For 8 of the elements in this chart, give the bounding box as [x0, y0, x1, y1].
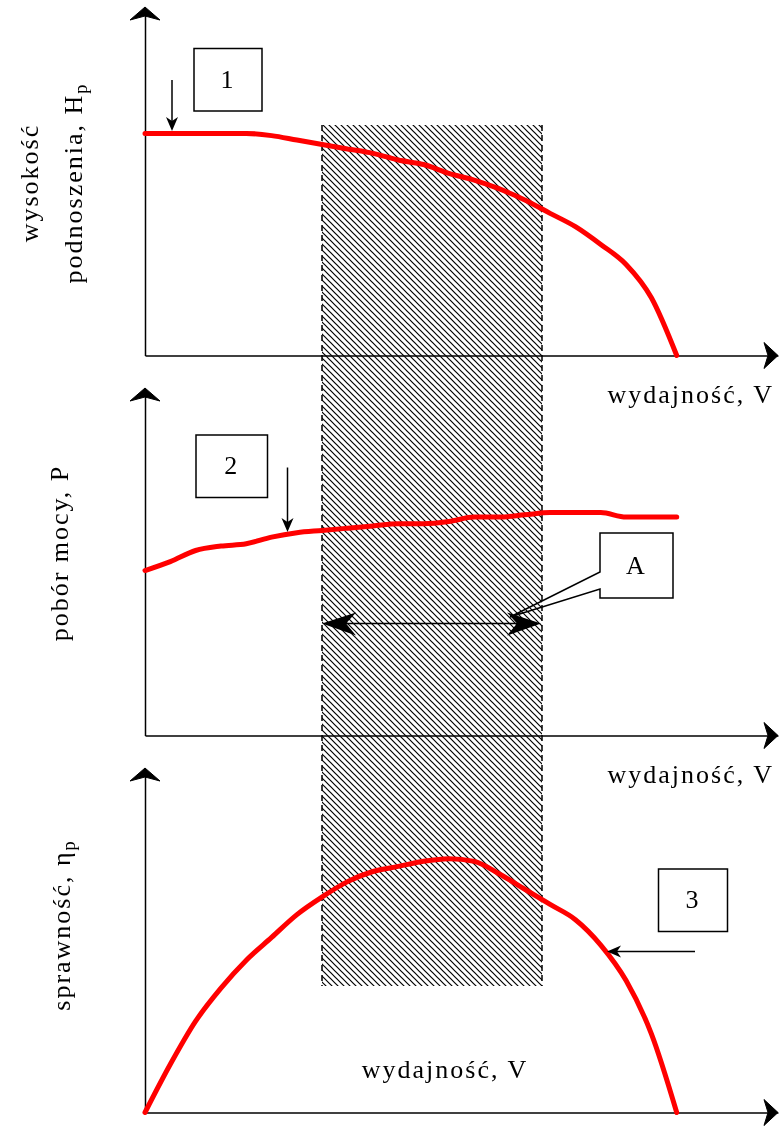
- x-axis-title: wydajność, V: [361, 1055, 529, 1084]
- text: 1: [220, 64, 236, 94]
- y-axis-title: pobór mocy, P: [44, 463, 75, 644]
- annotation: A: [626, 550, 647, 580]
- x-axis-title: wydajność, V: [607, 380, 774, 409]
- text: 2: [224, 451, 240, 481]
- annotation: 3: [685, 885, 701, 915]
- x-axis-title: wydajność, V: [607, 760, 774, 789]
